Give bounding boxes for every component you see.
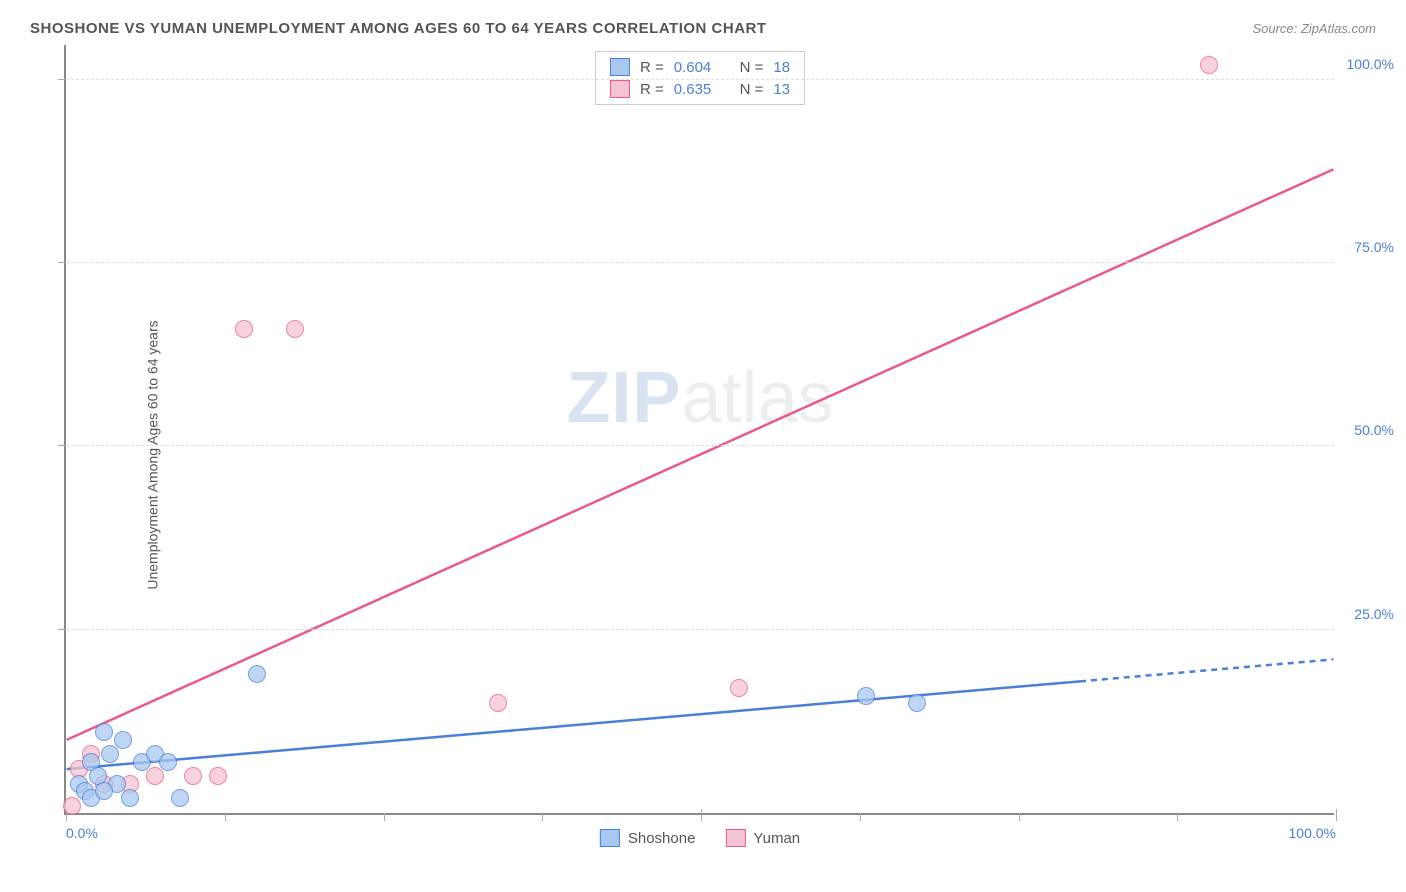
legend-row-yuman: R = 0.635 N = 13	[610, 78, 790, 100]
chart-area: Unemployment Among Ages 60 to 64 years Z…	[20, 45, 1386, 865]
data-point	[63, 797, 81, 815]
legend-row-shoshone: R = 0.604 N = 18	[610, 56, 790, 78]
y-tick-label: 100.0%	[1339, 56, 1394, 72]
y-tick	[58, 79, 66, 80]
legend-item-shoshone: Shoshone	[600, 829, 696, 847]
data-point	[730, 679, 748, 697]
data-point	[121, 789, 139, 807]
r-value-yuman: 0.635	[674, 81, 712, 98]
y-tick	[58, 629, 66, 630]
data-point	[1200, 56, 1218, 74]
r-label: R =	[640, 81, 664, 98]
data-point	[146, 767, 164, 785]
gridline	[66, 262, 1334, 263]
legend-label-shoshone: Shoshone	[628, 830, 696, 847]
swatch-shoshone	[610, 58, 630, 76]
series-legend: Shoshone Yuman	[600, 829, 800, 847]
gridline	[66, 445, 1334, 446]
watermark: ZIPatlas	[566, 357, 833, 439]
data-point	[184, 767, 202, 785]
data-point	[171, 789, 189, 807]
x-tick-label: 100.0%	[1289, 825, 1336, 841]
data-point	[101, 745, 119, 763]
x-tick-label: 0.0%	[66, 825, 98, 841]
chart-header: SHOSHONE VS YUMAN UNEMPLOYMENT AMONG AGE…	[20, 20, 1386, 45]
x-tick	[542, 813, 543, 821]
n-label: N =	[740, 81, 764, 98]
gridline	[66, 629, 1334, 630]
data-point	[248, 665, 266, 683]
y-tick-label: 25.0%	[1339, 606, 1394, 622]
data-point	[114, 731, 132, 749]
watermark-strong: ZIP	[566, 358, 681, 438]
data-point	[209, 767, 227, 785]
data-point	[235, 320, 253, 338]
x-tick	[225, 813, 226, 821]
chart-title: SHOSHONE VS YUMAN UNEMPLOYMENT AMONG AGE…	[30, 20, 767, 37]
x-tick	[1019, 813, 1020, 821]
data-point	[857, 687, 875, 705]
swatch-yuman	[610, 80, 630, 98]
data-point	[286, 320, 304, 338]
chart-source: Source: ZipAtlas.com	[1252, 21, 1376, 36]
trend-lines	[66, 45, 1334, 813]
watermark-light: atlas	[681, 358, 833, 438]
x-tick	[1177, 813, 1178, 821]
data-point	[95, 723, 113, 741]
y-tick	[58, 262, 66, 263]
legend-label-yuman: Yuman	[753, 830, 800, 847]
y-tick-label: 75.0%	[1339, 239, 1394, 255]
y-tick	[58, 445, 66, 446]
legend-item-yuman: Yuman	[725, 829, 800, 847]
data-point	[95, 782, 113, 800]
n-value-yuman: 13	[773, 81, 790, 98]
swatch-yuman	[725, 829, 745, 847]
x-tick	[1336, 809, 1337, 821]
data-point	[489, 694, 507, 712]
n-value-shoshone: 18	[773, 59, 790, 76]
r-value-shoshone: 0.604	[674, 59, 712, 76]
data-point	[159, 753, 177, 771]
gridline	[66, 79, 1334, 80]
y-tick-label: 50.0%	[1339, 422, 1394, 438]
x-tick	[860, 813, 861, 821]
swatch-shoshone	[600, 829, 620, 847]
r-label: R =	[640, 59, 664, 76]
n-label: N =	[740, 59, 764, 76]
data-point	[908, 694, 926, 712]
x-tick	[384, 813, 385, 821]
plot-area: ZIPatlas R = 0.604 N = 18 R = 0.635 N = …	[64, 45, 1334, 815]
x-tick	[701, 809, 702, 821]
